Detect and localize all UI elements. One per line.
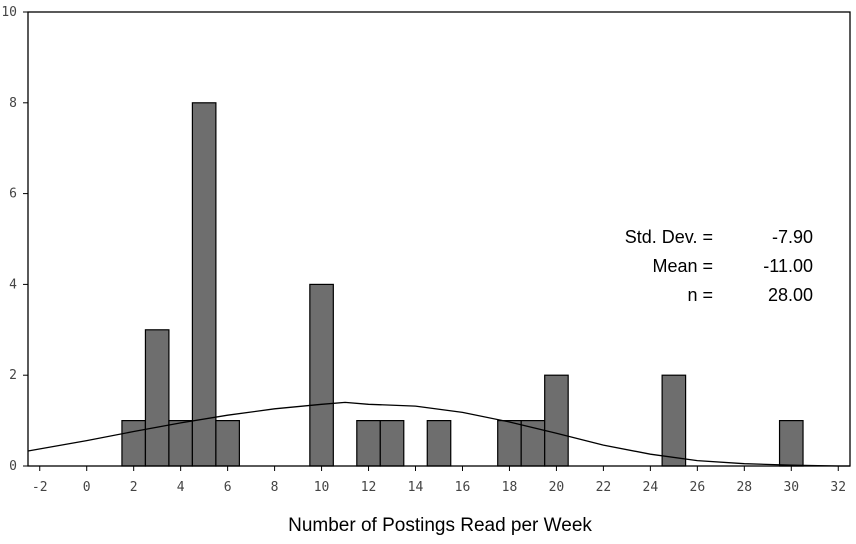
histogram-bar	[544, 374, 569, 467]
histogram-bars	[121, 102, 804, 467]
stat-value: -7.90	[772, 227, 813, 247]
x-tick-label: 24	[643, 480, 659, 495]
x-tick-label: 14	[408, 480, 424, 495]
x-tick-label: -2	[32, 480, 48, 495]
histogram-bar	[356, 420, 381, 467]
x-axis-title: Number of Postings Read per Week	[288, 515, 592, 536]
stat-label: Std. Dev. =	[625, 227, 713, 247]
y-tick-label: 0	[9, 459, 17, 474]
x-axis-ticks: -2 0 2 4 6 8 10 12 14 16 18 20 22 24 26 28 30 32	[32, 466, 846, 495]
plot-border	[27, 11, 851, 467]
x-tick-label: 16	[455, 480, 471, 495]
x-tick-label: 20	[549, 480, 565, 495]
histogram-bar	[497, 420, 522, 467]
histogram-bar	[144, 329, 170, 467]
y-tick-label: 8	[9, 96, 17, 111]
histogram-bar	[168, 420, 194, 467]
x-tick-label: 26	[690, 480, 706, 495]
stat-label: Mean =	[652, 256, 713, 276]
y-tick-label: 10	[1, 5, 17, 20]
y-axis-ticks: 0 2 4 6 8 10	[1, 5, 28, 474]
x-tick-label: 10	[314, 480, 330, 495]
x-tick-label: 4	[177, 480, 185, 495]
x-tick-label: 8	[271, 480, 279, 495]
plot-frame	[27, 11, 851, 467]
stat-value: 28.00	[768, 285, 813, 305]
histogram-bar	[379, 420, 405, 467]
histogram-bar	[778, 420, 804, 467]
x-tick-label: 28	[736, 480, 752, 495]
y-tick-label: 4	[9, 277, 17, 292]
y-tick-label: 6	[9, 187, 17, 202]
x-tick-label: 22	[596, 480, 612, 495]
x-tick-label: 18	[502, 480, 518, 495]
histogram-bar	[661, 374, 687, 467]
stat-value: -11.00	[763, 256, 813, 276]
normal-curve-line	[27, 401, 850, 467]
histogram-bar	[121, 420, 147, 467]
y-tick-label: 2	[9, 368, 17, 383]
histogram-bar	[191, 102, 217, 467]
x-tick-label: 2	[130, 480, 138, 495]
histogram-bar	[215, 420, 240, 467]
x-tick-label: 12	[361, 480, 377, 495]
normal-curve	[27, 401, 850, 467]
x-tick-label: 0	[83, 480, 91, 495]
x-tick-label: 32	[830, 480, 846, 495]
histogram-bar	[309, 283, 334, 467]
statistics-box: Std. Dev. = -7.90 Mean = -11.00 n = 28.00	[625, 227, 813, 305]
histogram-bar	[426, 420, 452, 467]
x-tick-label: 6	[224, 480, 232, 495]
x-tick-label: 30	[783, 480, 799, 495]
stat-label: n =	[687, 285, 713, 305]
